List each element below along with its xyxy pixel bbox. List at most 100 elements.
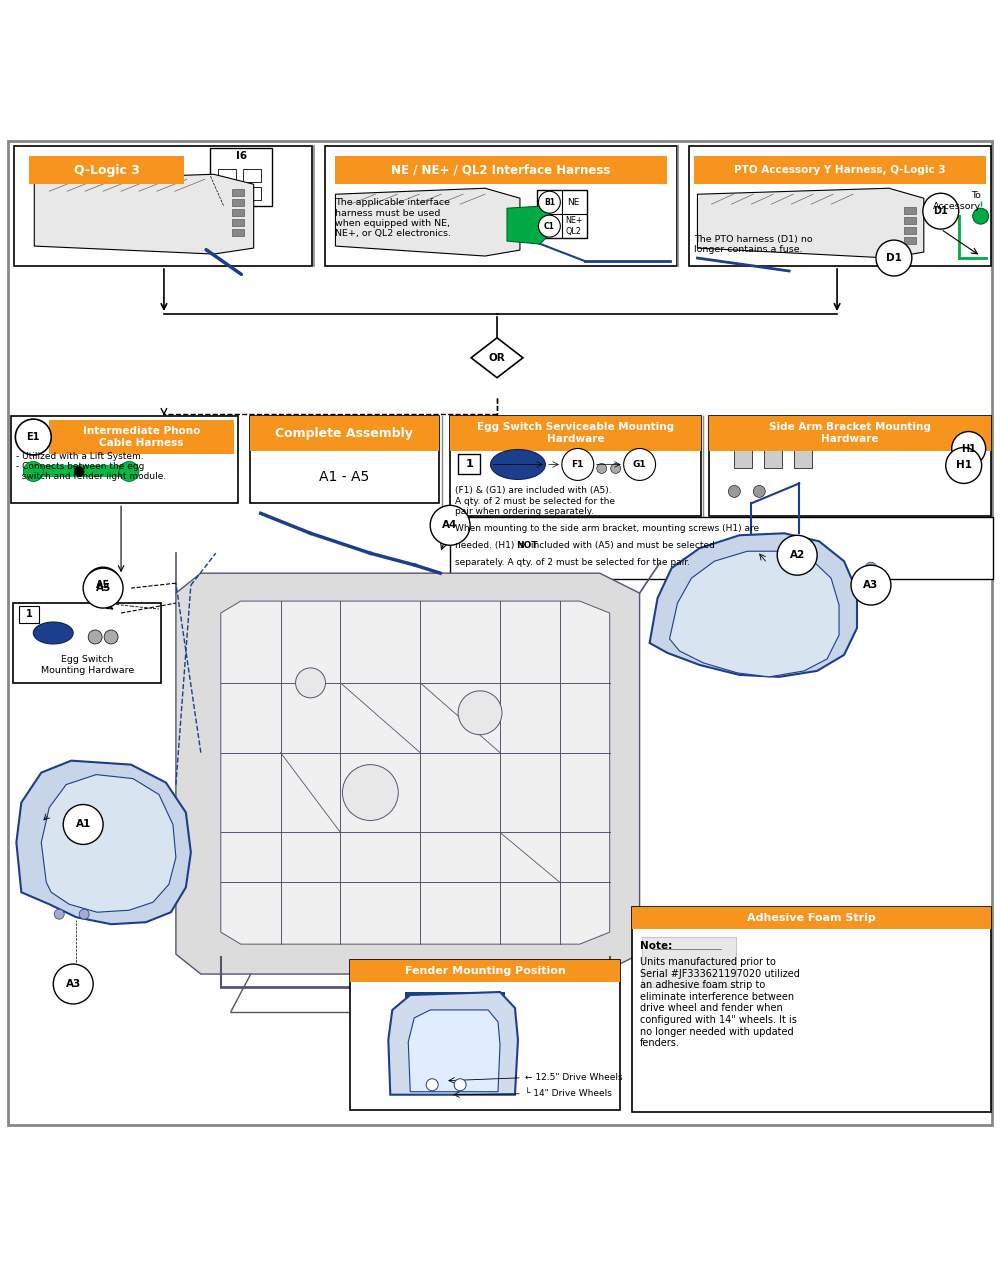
Text: Intermediate Phono
Cable Harness: Intermediate Phono Cable Harness: [83, 427, 200, 448]
Polygon shape: [34, 175, 254, 254]
Circle shape: [430, 505, 470, 546]
Circle shape: [876, 241, 912, 276]
Polygon shape: [16, 761, 191, 924]
Text: B1: B1: [544, 197, 555, 206]
Circle shape: [104, 630, 118, 644]
Text: Complete Assembly: Complete Assembly: [275, 427, 413, 439]
Text: Fender Mounting Position: Fender Mounting Position: [405, 966, 565, 976]
FancyBboxPatch shape: [405, 993, 505, 1000]
FancyBboxPatch shape: [218, 187, 236, 200]
Ellipse shape: [491, 449, 545, 480]
FancyBboxPatch shape: [232, 219, 244, 227]
Circle shape: [538, 191, 560, 213]
FancyBboxPatch shape: [642, 937, 736, 987]
Polygon shape: [670, 551, 839, 677]
FancyBboxPatch shape: [632, 908, 991, 929]
Text: ← 12.5" Drive Wheels: ← 12.5" Drive Wheels: [525, 1074, 623, 1082]
FancyBboxPatch shape: [49, 419, 234, 454]
Text: D1: D1: [886, 253, 902, 263]
Text: To
Accessory: To Accessory: [933, 191, 981, 210]
Circle shape: [538, 215, 560, 237]
Circle shape: [53, 965, 93, 1004]
Circle shape: [777, 536, 817, 575]
Text: 1: 1: [26, 609, 33, 619]
Text: G1: G1: [633, 460, 646, 468]
Text: Q-Logic 3: Q-Logic 3: [74, 163, 140, 177]
Text: A1: A1: [76, 819, 91, 829]
Text: - Utilized with a Lift System.
- Connects between the egg
  switch and fender li: - Utilized with a Lift System. - Connect…: [16, 452, 167, 481]
FancyBboxPatch shape: [904, 227, 916, 234]
FancyBboxPatch shape: [232, 229, 244, 235]
FancyBboxPatch shape: [450, 415, 701, 517]
Circle shape: [88, 630, 102, 644]
FancyBboxPatch shape: [29, 156, 184, 185]
Bar: [31, 466, 131, 477]
Circle shape: [728, 485, 740, 498]
Text: D1: D1: [933, 206, 948, 216]
Text: A5: A5: [95, 584, 111, 594]
FancyBboxPatch shape: [450, 415, 701, 451]
Polygon shape: [176, 573, 640, 974]
FancyBboxPatch shape: [904, 237, 916, 244]
Polygon shape: [388, 993, 518, 1095]
FancyBboxPatch shape: [13, 603, 161, 682]
Circle shape: [923, 194, 959, 229]
Circle shape: [624, 448, 656, 480]
Ellipse shape: [33, 622, 73, 644]
FancyBboxPatch shape: [904, 208, 916, 214]
Text: NOT: NOT: [517, 542, 538, 551]
Circle shape: [119, 462, 139, 481]
Circle shape: [15, 419, 51, 454]
Text: A2: A2: [790, 551, 805, 561]
Text: Egg Switch Serviceable Mounting
Hardware: Egg Switch Serviceable Mounting Hardware: [477, 423, 674, 444]
Circle shape: [85, 567, 121, 603]
Circle shape: [851, 565, 891, 605]
FancyBboxPatch shape: [243, 170, 261, 182]
Text: (F1) & (G1) are included with (A5).
A qty. of 2 must be selected for the
pair wh: (F1) & (G1) are included with (A5). A qt…: [455, 486, 615, 517]
Text: OR: OR: [489, 353, 505, 363]
Circle shape: [296, 668, 325, 698]
Text: A3: A3: [863, 580, 879, 590]
Text: Egg Switch
Mounting Hardware: Egg Switch Mounting Hardware: [41, 656, 134, 675]
FancyBboxPatch shape: [689, 147, 991, 266]
FancyBboxPatch shape: [325, 147, 677, 266]
FancyBboxPatch shape: [450, 518, 993, 579]
Text: H1: H1: [961, 443, 976, 453]
Circle shape: [63, 804, 103, 844]
Circle shape: [54, 909, 64, 919]
FancyBboxPatch shape: [210, 148, 272, 206]
Text: A3: A3: [66, 979, 81, 989]
FancyBboxPatch shape: [250, 415, 439, 504]
FancyBboxPatch shape: [243, 187, 261, 200]
FancyBboxPatch shape: [8, 142, 992, 1124]
FancyBboxPatch shape: [904, 218, 916, 224]
FancyBboxPatch shape: [250, 415, 439, 451]
Text: 1: 1: [465, 460, 473, 470]
Text: Note:: Note:: [640, 941, 672, 951]
Circle shape: [597, 463, 607, 473]
Text: I6: I6: [236, 152, 247, 161]
Text: PTO Accessory Y Harness, Q-Logic 3: PTO Accessory Y Harness, Q-Logic 3: [734, 166, 946, 175]
Text: NE+
QL2: NE+ QL2: [565, 216, 583, 235]
Text: A1 - A5: A1 - A5: [319, 470, 370, 484]
Text: needed. (H1) is: needed. (H1) is: [455, 542, 528, 551]
FancyBboxPatch shape: [794, 443, 812, 468]
Text: A4: A4: [442, 520, 458, 530]
Text: When mounting to the side arm bracket, mounting screws (H1) are: When mounting to the side arm bracket, m…: [455, 524, 759, 533]
Text: C1: C1: [544, 222, 555, 230]
Text: F1: F1: [572, 460, 584, 468]
Circle shape: [79, 909, 89, 919]
FancyBboxPatch shape: [709, 415, 991, 517]
Circle shape: [23, 462, 43, 481]
Text: Side Arm Bracket Mounting
Hardware: Side Arm Bracket Mounting Hardware: [769, 423, 931, 444]
FancyBboxPatch shape: [232, 209, 244, 216]
Circle shape: [426, 1079, 438, 1091]
FancyBboxPatch shape: [350, 960, 620, 1110]
Circle shape: [83, 568, 123, 608]
FancyBboxPatch shape: [232, 199, 244, 206]
FancyBboxPatch shape: [632, 908, 991, 1112]
Polygon shape: [335, 189, 520, 256]
Text: included with (A5) and must be selected: included with (A5) and must be selected: [528, 542, 715, 551]
FancyBboxPatch shape: [709, 415, 991, 451]
Circle shape: [611, 463, 621, 473]
